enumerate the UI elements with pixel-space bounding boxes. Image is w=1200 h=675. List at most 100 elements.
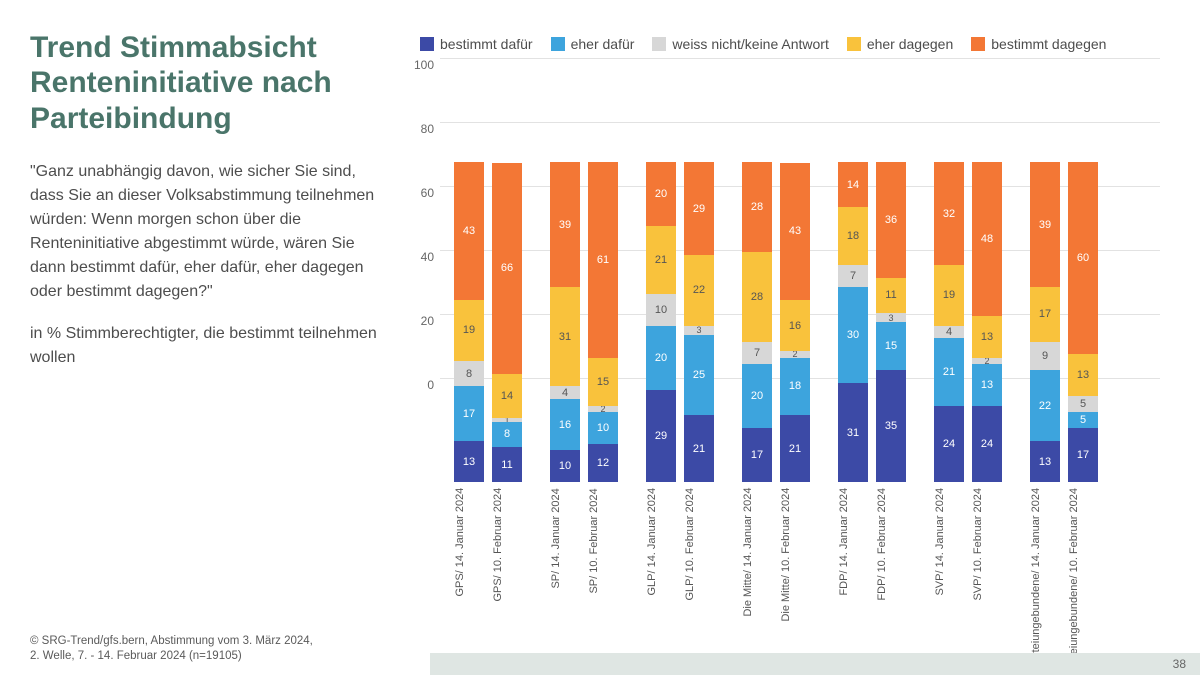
bar: 211821643: [780, 162, 810, 482]
bar-segment: 13: [454, 441, 484, 483]
bar-segment: 20: [646, 326, 676, 390]
x-axis-label: GPS/ 14. Januar 2024: [454, 488, 484, 675]
legend-item: weiss nicht/keine Antwort: [652, 36, 828, 52]
x-axis-label: GPS/ 10. Februar 2024: [492, 488, 522, 675]
y-tick-label: 40: [421, 250, 434, 264]
x-axis-label: SVP/ 14. Januar 2024: [934, 488, 964, 675]
bar: 17551360: [1068, 162, 1098, 482]
bar-segment: 24: [972, 406, 1002, 483]
y-tick-label: 0: [427, 378, 434, 392]
bar-segment: 10: [588, 412, 618, 444]
bar-segment: 19: [454, 300, 484, 361]
bar-segment: 35: [876, 370, 906, 482]
legend-label: eher dafür: [571, 36, 635, 52]
legend-swatch: [420, 37, 434, 51]
bar-group: 101643139 121021561: [536, 58, 632, 482]
bar-segment: 39: [550, 162, 580, 287]
x-axis-label: SP/ 14. Januar 2024: [550, 488, 580, 675]
bar-segment: 17: [742, 428, 772, 482]
bar-segment: 20: [742, 364, 772, 428]
slide-title: Trend Stimmabsicht Renteninitiative nach…: [30, 30, 390, 136]
legend-label: bestimmt dafür: [440, 36, 533, 52]
bar-segment: 14: [492, 374, 522, 419]
left-panel: Trend Stimmabsicht Renteninitiative nach…: [30, 30, 410, 675]
bar-segment: 3: [684, 326, 714, 336]
bar-segment: 12: [588, 444, 618, 482]
bar-segment: 22: [684, 255, 714, 325]
bar-segment: 15: [876, 322, 906, 370]
bar-segment: 15: [588, 358, 618, 406]
y-axis: 020406080100: [410, 58, 440, 378]
bar-group: 132291739 17551360: [1016, 58, 1112, 482]
bar: 101643139: [550, 162, 580, 482]
legend-swatch: [971, 37, 985, 51]
y-tick-label: 20: [421, 314, 434, 328]
bar-segment: 11: [876, 278, 906, 313]
legend-label: eher dagegen: [867, 36, 953, 52]
bar-segment: 21: [646, 226, 676, 293]
x-label-group: GPS/ 14. Januar 2024 GPS/ 10. Februar 202…: [440, 488, 536, 675]
bar-segment: 13: [1030, 441, 1060, 483]
bar-segment: 28: [742, 162, 772, 252]
bar-segment: 16: [780, 300, 810, 351]
y-tick-label: 100: [414, 58, 434, 72]
bar: 121021561: [588, 162, 618, 482]
x-axis-label: Die Mitte/ 14. Januar 2024: [742, 488, 772, 675]
bar-segment: 16: [550, 399, 580, 450]
bar: 172072828: [742, 162, 772, 482]
bar-segment: 31: [838, 383, 868, 482]
x-axis-label: Die Mitte/ 10. Februar 2024: [780, 488, 810, 675]
bar-segment: 25: [684, 335, 714, 415]
bar-segment: 4: [550, 386, 580, 399]
plot: 1317819431181146610164313912102156129201…: [440, 58, 1160, 482]
survey-question: "Ganz unabhängig davon, wie sicher Sie s…: [30, 160, 390, 304]
bar-segment: 29: [684, 162, 714, 255]
bar-segment: 43: [454, 162, 484, 300]
bar-group: 2920102120212532229: [632, 58, 728, 482]
bar: 351531136: [876, 162, 906, 482]
bar-segment: 22: [1030, 370, 1060, 440]
bar: 131781943: [454, 162, 484, 482]
slide: Trend Stimmabsicht Renteninitiative nach…: [0, 0, 1200, 675]
bar: 212532229: [684, 162, 714, 482]
bar-segment: 32: [934, 162, 964, 264]
bar-segment: 17: [454, 386, 484, 440]
legend-label: weiss nicht/keine Antwort: [672, 36, 828, 52]
bar-segment: 13: [1068, 354, 1098, 396]
bar-segment: 60: [1068, 162, 1098, 354]
x-label-group: Die Mitte/ 14. Januar 2024 Die Mitte/ 10.…: [728, 488, 824, 675]
legend-label: bestimmt dagegen: [991, 36, 1106, 52]
bar-segment: 7: [742, 342, 772, 364]
bar-segment: 31: [550, 287, 580, 386]
bar: 11811466: [492, 162, 522, 482]
legend-item: eher dafür: [551, 36, 635, 52]
bar: 132291739: [1030, 162, 1060, 482]
x-axis-label: FDP/ 10. Februar 2024: [876, 488, 906, 675]
bar-segment: 21: [934, 338, 964, 405]
bar-group: 172072828211821643: [728, 58, 824, 482]
y-tick-label: 80: [421, 122, 434, 136]
chart-area: 020406080100 131781943118114661016431391…: [410, 58, 1170, 675]
bar-segment: 3: [876, 313, 906, 323]
bar-segment: 28: [742, 252, 772, 342]
bar-segment: 66: [492, 163, 522, 374]
x-label-group: Parteiungebundene/ 14. Januar 2024Partei…: [1016, 488, 1112, 675]
bar-segment: 8: [492, 422, 522, 448]
x-label-group: SVP/ 14. Januar 2024SVP/ 10. Februar 202…: [920, 488, 1016, 675]
bar-segment: 61: [588, 162, 618, 357]
bar: 241321348: [972, 162, 1002, 482]
bar-segment: 14: [838, 162, 868, 207]
bar-segment: 5: [1068, 396, 1098, 412]
legend-swatch: [847, 37, 861, 51]
bar-segment: 21: [684, 415, 714, 482]
y-tick-label: 60: [421, 186, 434, 200]
page-number: 38: [1173, 657, 1186, 671]
bar-segment: 19: [934, 265, 964, 326]
bar-segment: 20: [646, 162, 676, 226]
legend: bestimmt dafür eher dafür weiss nicht/kein…: [420, 36, 1170, 52]
legend-item: eher dagegen: [847, 36, 953, 52]
x-label-group: GLP/ 14. Januar 2024GLP/ 10. Februar 202…: [632, 488, 728, 675]
bar-segment: 13: [972, 364, 1002, 406]
bar-segment: 11: [492, 447, 522, 482]
x-axis-label: Parteiungebundene/ 14. Januar 2024: [1030, 488, 1060, 675]
